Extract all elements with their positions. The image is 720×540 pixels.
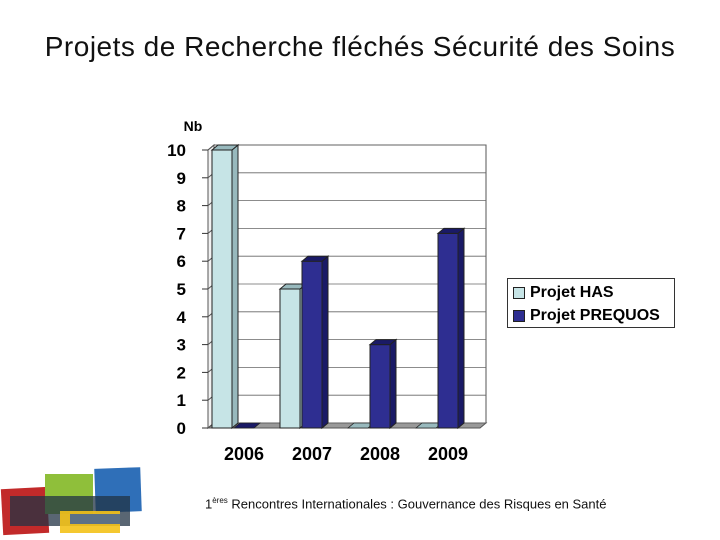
bar-top — [210, 144, 240, 151]
y-tick-label: 5 — [177, 280, 186, 299]
y-tick-label: 7 — [177, 224, 186, 243]
y-tick-label: 0 — [177, 419, 186, 438]
y-tick-label: 2 — [177, 363, 186, 382]
legend-label-has: Projet HAS — [530, 284, 614, 301]
bar-top — [300, 255, 330, 262]
conference-logo — [0, 466, 145, 540]
y-tick-label: 9 — [177, 169, 186, 188]
bar-zero — [232, 422, 262, 429]
bar-front — [279, 288, 301, 429]
footer-superscript: ères — [212, 496, 228, 505]
y-tick-label: 4 — [177, 308, 187, 327]
y-tick-label: 1 — [177, 391, 186, 410]
bar-side — [389, 338, 397, 430]
y-tick-label: 3 — [177, 336, 186, 355]
bar-side — [457, 227, 465, 430]
y-tick-label: 6 — [177, 252, 186, 271]
legend-item-has: Projet HAS — [513, 284, 614, 302]
legend-swatch-prequos — [513, 310, 525, 322]
footer-caption: Rencontres Internationales : Gouvernance… — [231, 496, 607, 512]
bar-front — [437, 232, 459, 429]
gridline-diag — [207, 144, 215, 151]
x-tick-label: 2008 — [360, 444, 400, 464]
x-tick-label: 2006 — [224, 444, 264, 464]
legend-item-prequos: Projet PREQUOS — [513, 307, 660, 325]
bar-side — [231, 143, 239, 430]
footer-text: 1ères Rencontres Internationales : Gouve… — [205, 496, 607, 511]
chart-title: Projets de Recherche fléchés Sécurité de… — [44, 31, 676, 62]
chart-legend: Projet HAS Projet PREQUOS — [507, 278, 675, 328]
y-axis-label: Nb — [184, 118, 203, 134]
footer-number: 1 — [205, 496, 213, 512]
x-tick-label: 2007 — [292, 444, 332, 464]
bar-top — [368, 339, 398, 346]
bar-top — [436, 227, 466, 234]
y-tick-label: 8 — [177, 197, 186, 216]
legend-swatch-has — [513, 287, 525, 299]
y-tick-label: 10 — [167, 141, 186, 160]
bar-side — [321, 255, 329, 430]
x-tick-label: 2009 — [428, 444, 468, 464]
bar-front — [211, 149, 233, 429]
bar-front — [301, 260, 323, 429]
bar-front — [369, 344, 391, 429]
legend-label-prequos: Projet PREQUOS — [530, 307, 660, 324]
